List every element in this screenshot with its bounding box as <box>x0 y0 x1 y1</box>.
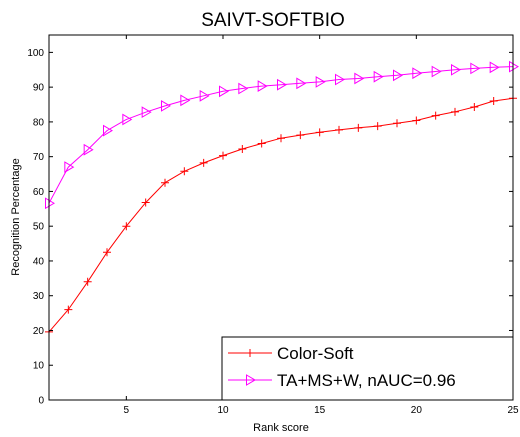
data-point <box>161 100 171 112</box>
data-point <box>277 134 285 143</box>
x-tick-label: 25 <box>507 405 519 416</box>
axis-ticks: 0 10 20 30 40 50 60 70 80 90 100 5 10 15 20 25 <box>27 35 519 416</box>
data-point <box>277 78 287 91</box>
data-point <box>103 248 111 257</box>
legend-label: TA+MS+W, nAUC=0.96 <box>277 371 456 390</box>
series-2 <box>45 60 519 210</box>
data-point <box>470 102 479 111</box>
data-point <box>64 161 75 173</box>
data-point <box>335 73 345 86</box>
data-point <box>509 60 519 73</box>
data-point <box>431 111 440 120</box>
data-point <box>83 143 94 156</box>
data-point <box>199 89 210 102</box>
y-tick-label: 100 <box>27 48 44 59</box>
data-point <box>45 197 55 210</box>
y-tick-label: 60 <box>33 187 45 198</box>
data-point <box>354 72 365 85</box>
data-point <box>335 125 343 134</box>
data-point <box>83 277 92 286</box>
chart-title: SAIVT-SOFTBIO <box>201 10 345 31</box>
data-point <box>393 119 401 128</box>
legend-entry: TA+MS+W, nAUC=0.96 <box>228 371 456 390</box>
series-1 <box>45 94 517 336</box>
data-point <box>373 122 382 131</box>
data-point <box>431 65 442 78</box>
data-point <box>354 123 363 132</box>
legend-box <box>221 336 514 401</box>
data-point <box>257 139 266 148</box>
legend-swatch-marker <box>246 374 256 386</box>
data-point <box>393 69 403 82</box>
data-point <box>180 167 189 176</box>
data-point <box>315 76 326 88</box>
data-point <box>412 67 423 80</box>
data-point <box>257 80 268 92</box>
data-point <box>161 178 169 187</box>
data-point <box>238 82 249 95</box>
plot-area <box>45 60 519 336</box>
x-tick-label: 10 <box>217 405 229 416</box>
data-point <box>219 85 229 98</box>
data-point <box>412 116 421 125</box>
data-point <box>489 61 500 74</box>
y-tick-label: 50 <box>33 222 45 233</box>
y-tick-label: 90 <box>33 83 45 94</box>
series-line <box>48 97 514 333</box>
legend-label: Color-Soft <box>277 344 354 363</box>
data-point <box>141 106 152 119</box>
series-line <box>48 66 514 204</box>
y-tick-label: 20 <box>33 326 45 337</box>
y-tick-label: 70 <box>33 152 45 163</box>
data-point <box>238 145 247 154</box>
data-point <box>451 107 459 116</box>
data-point <box>470 62 481 75</box>
data-point <box>296 131 305 140</box>
x-axis-label: Rank score <box>253 422 309 434</box>
data-point <box>180 94 191 107</box>
data-point <box>296 77 307 90</box>
data-point <box>315 128 324 137</box>
legend: Color-Soft TA+MS+W, nAUC=0.96 <box>221 336 514 401</box>
data-point <box>451 63 461 76</box>
y-tick-label: 80 <box>33 117 45 128</box>
data-point <box>199 158 208 167</box>
legend-swatch-marker <box>246 349 254 357</box>
data-point <box>373 70 384 83</box>
x-tick-label: 20 <box>411 405 423 416</box>
y-tick-label: 40 <box>33 256 45 267</box>
data-point <box>219 151 227 160</box>
y-axis-label: Recognition Percentage <box>10 158 22 275</box>
y-tick-label: 0 <box>38 396 44 407</box>
data-point <box>122 113 133 126</box>
data-point <box>489 97 498 106</box>
y-tick-label: 10 <box>33 361 45 372</box>
legend-entry: Color-Soft <box>228 344 354 363</box>
x-tick-label: 15 <box>314 405 326 416</box>
data-point <box>141 198 150 207</box>
data-point <box>122 222 131 231</box>
data-point <box>103 124 113 137</box>
y-tick-label: 30 <box>33 291 45 302</box>
data-point <box>64 305 73 314</box>
x-tick-label: 5 <box>124 405 130 416</box>
